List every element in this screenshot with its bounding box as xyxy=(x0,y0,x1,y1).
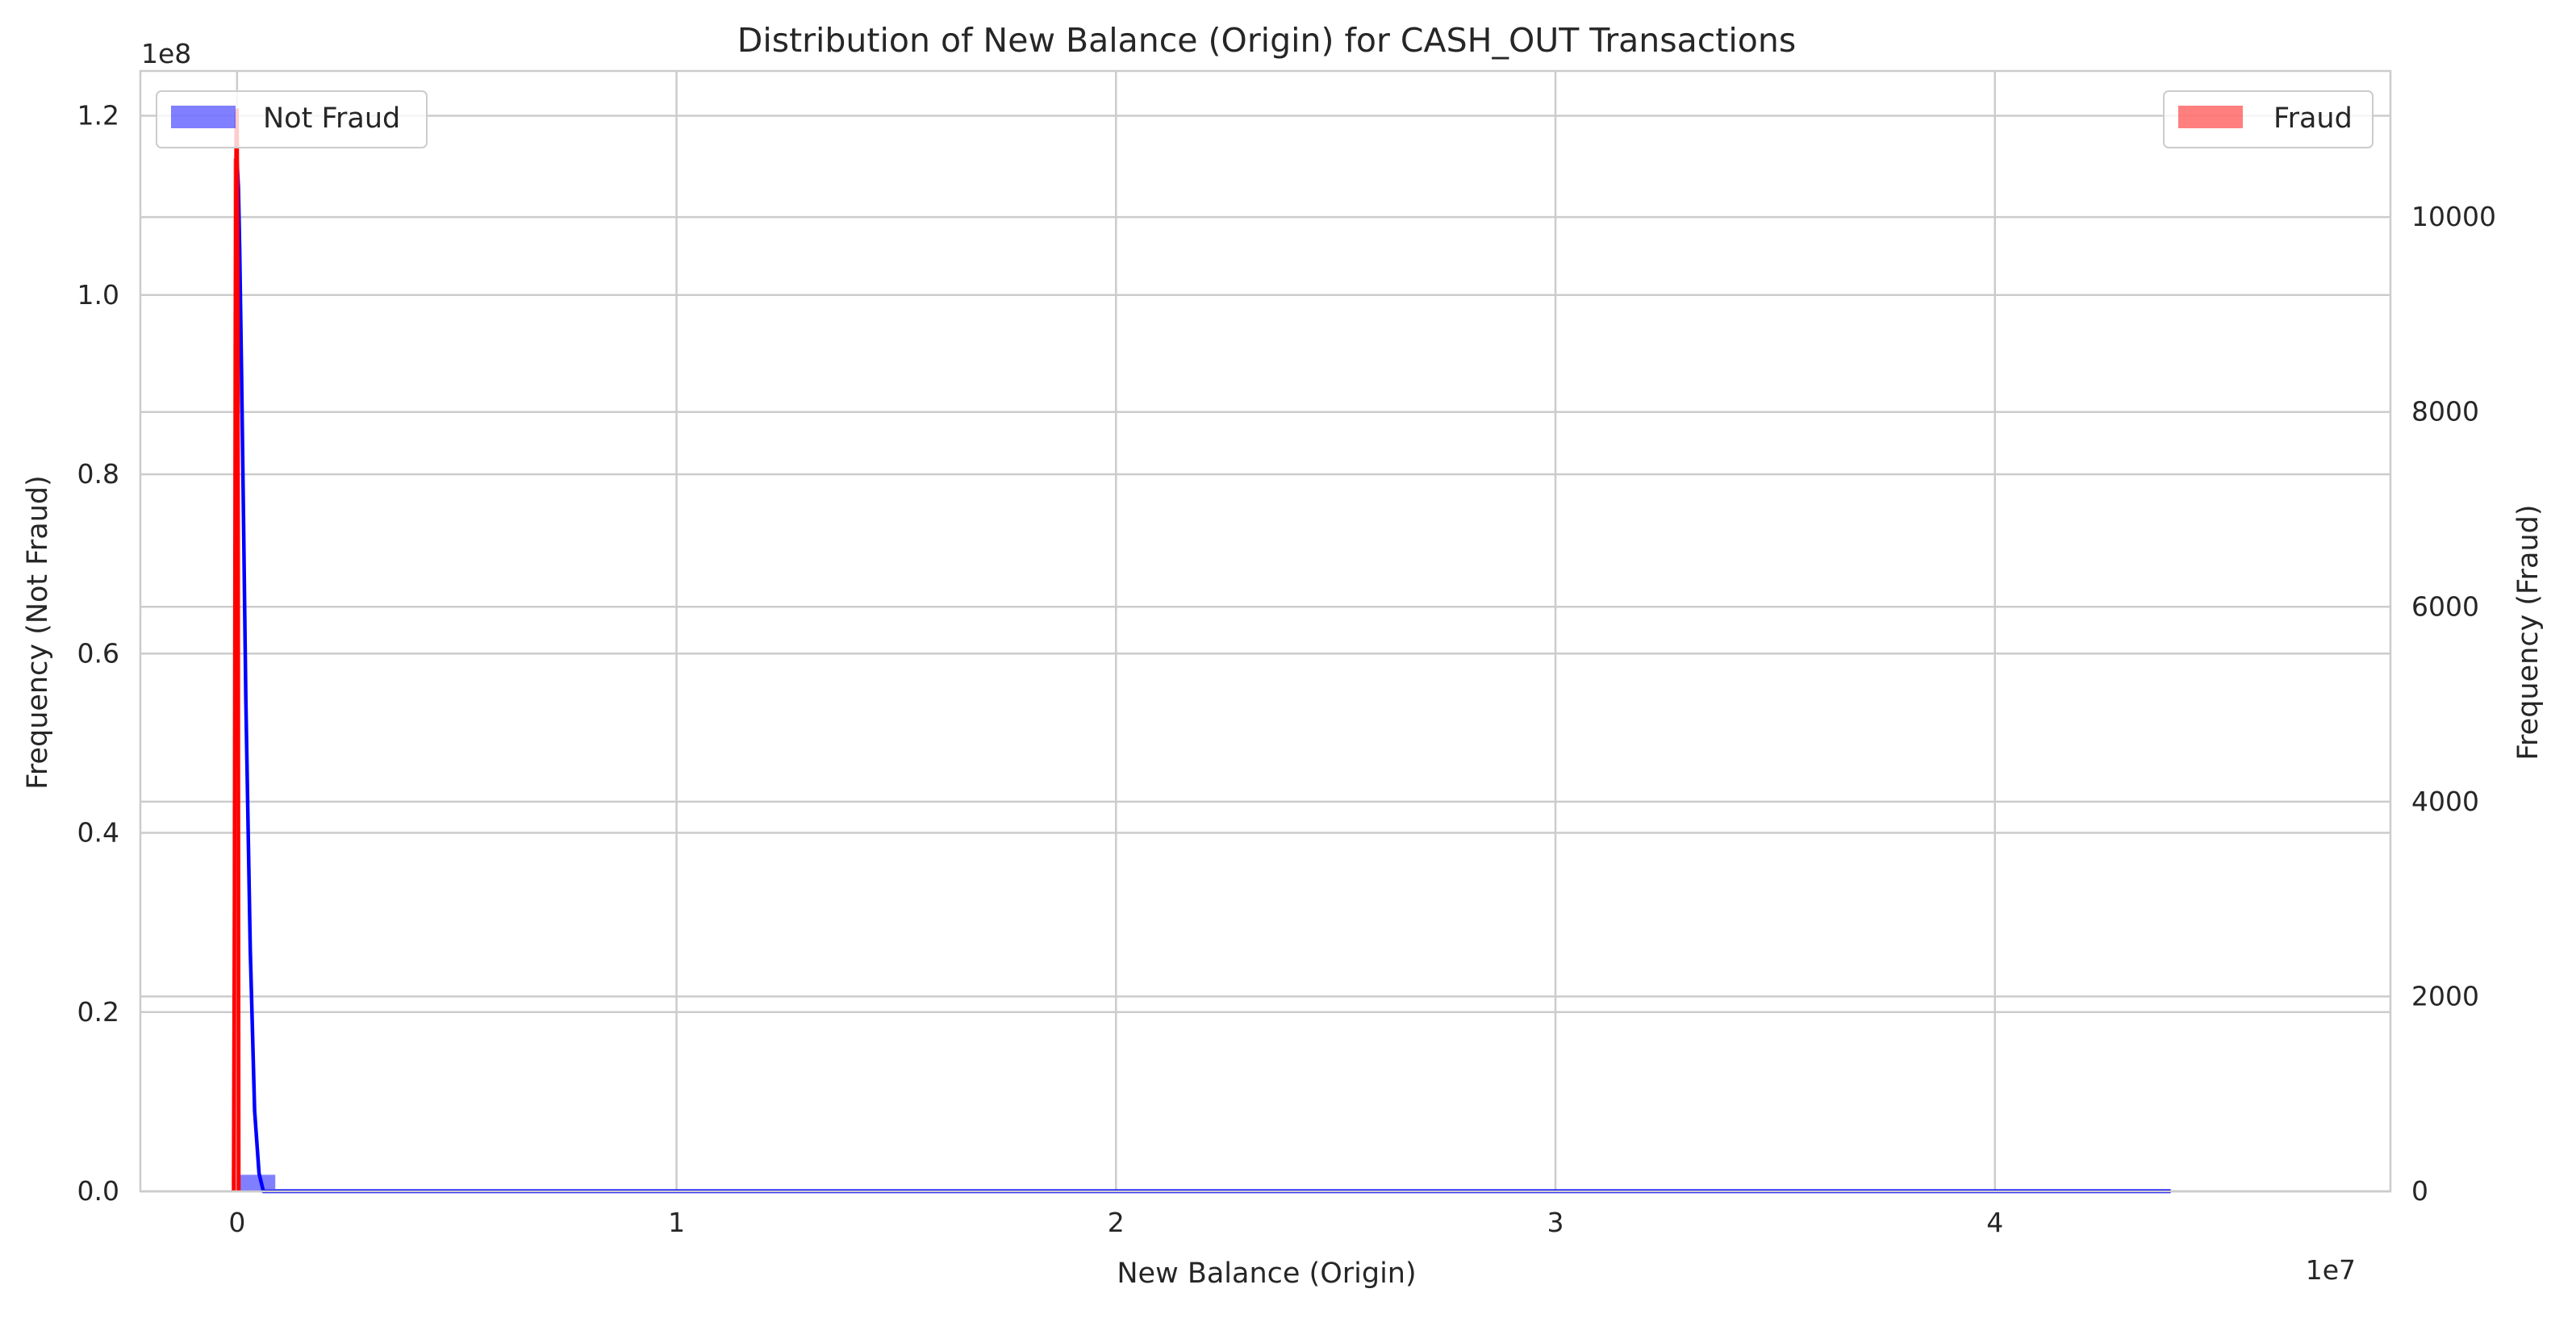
y-left-axis-label: Frequency (Not Fraud) xyxy=(22,475,54,790)
plot-frame xyxy=(139,69,2392,1193)
legend-swatch-not-fraud xyxy=(171,106,236,128)
kde-line-not-fraud xyxy=(235,160,2171,1194)
x-scale-offset: 1e7 xyxy=(2306,1254,2356,1286)
y-right-axis-label: Frequency (Fraud) xyxy=(2512,504,2545,760)
x-tick-0: 0 xyxy=(228,1207,245,1238)
y-right-tick-labels: 0 2000 4000 6000 8000 10000 xyxy=(2411,201,2496,1207)
y-left-tick-1: 0.2 xyxy=(77,996,119,1028)
grid-right xyxy=(140,215,2390,1193)
y-left-tick-2: 0.4 xyxy=(77,817,119,849)
x-tick-4: 4 xyxy=(1986,1207,2003,1238)
legend-not-fraud: Not Fraud xyxy=(156,90,428,148)
y-right-tick-3: 6000 xyxy=(2411,590,2479,622)
y-left-tick-6: 1.2 xyxy=(77,100,119,131)
y-right-tick-0: 0 xyxy=(2411,1175,2428,1207)
x-tick-3: 3 xyxy=(1547,1207,1564,1238)
x-axis-label: New Balance (Origin) xyxy=(1117,1258,1416,1290)
y-right-tick-1: 2000 xyxy=(2411,980,2479,1011)
y-left-tick-0: 0.0 xyxy=(77,1175,119,1207)
legend-label-not-fraud: Not Fraud xyxy=(263,102,400,135)
legend-swatch-fraud xyxy=(2178,106,2243,128)
x-tick-2: 2 xyxy=(1108,1207,1125,1238)
chart-title: Distribution of New Balance (Origin) for… xyxy=(737,21,1796,60)
axes-spines xyxy=(139,69,2392,1193)
x-tick-labels: 0 1 2 3 4 xyxy=(228,1207,2003,1238)
histogram-bars xyxy=(233,158,2171,1191)
y-right-tick-2: 4000 xyxy=(2411,786,2479,817)
x-tick-1: 1 xyxy=(668,1207,685,1238)
y-left-tick-labels: 0.0 0.2 0.4 0.6 0.8 1.0 1.2 xyxy=(77,100,119,1207)
legend-fraud: Fraud xyxy=(2163,90,2374,148)
grid-x xyxy=(236,71,1996,1191)
y-right-tick-5: 10000 xyxy=(2411,201,2496,232)
y-left-tick-5: 1.0 xyxy=(77,279,119,311)
legend-label-fraud: Fraud xyxy=(2273,102,2353,135)
y-left-tick-3: 0.6 xyxy=(77,637,119,669)
y-left-scale-offset: 1e8 xyxy=(141,38,191,69)
kde-lines xyxy=(232,108,2171,1194)
bar-not-fraud-0 xyxy=(236,1174,276,1191)
y-left-tick-4: 0.8 xyxy=(77,458,119,490)
y-right-tick-4: 8000 xyxy=(2411,396,2479,428)
grid-left xyxy=(140,115,2390,1193)
